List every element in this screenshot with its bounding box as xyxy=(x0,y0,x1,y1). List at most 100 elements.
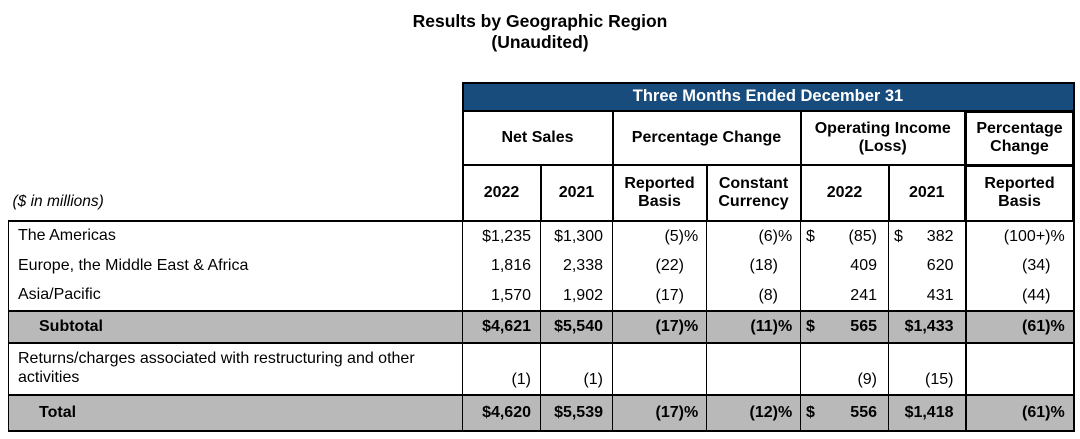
cell-value: $4,621 xyxy=(482,318,531,335)
cell-pct-reported: (22) xyxy=(612,251,707,281)
cell-ns-2021: $5,539 xyxy=(540,394,613,432)
cell-ns-2022: 1,816 xyxy=(462,251,541,281)
cell-pct-constant: (12)% xyxy=(706,394,801,432)
header-row-columns: ($ in millions) 2022 2021 Reported Basis… xyxy=(8,164,1075,222)
cell-value: 1,902 xyxy=(562,286,603,304)
cell-pct-reported-2: (100+)% xyxy=(964,221,1075,251)
percent-sign: % xyxy=(1050,227,1065,245)
cell-value: 409 xyxy=(850,257,877,274)
percent-sign: % xyxy=(684,227,699,245)
cell-pct-constant: (11)% xyxy=(706,310,801,344)
cell-value: (85) xyxy=(848,227,877,245)
row-label-text: The Americas xyxy=(18,227,116,245)
cell-value: 565 xyxy=(850,318,877,335)
group-header-percentage-change: Percentage Change xyxy=(611,110,802,166)
cell-pct-reported-2 xyxy=(964,343,1075,395)
cell-oi-2021: 431 xyxy=(888,281,966,311)
cell-value: 1,570 xyxy=(490,286,531,304)
cell-pct-reported-2: (61)% xyxy=(964,394,1075,432)
span-header: Three Months Ended December 31 xyxy=(461,82,1075,112)
cell-ns-2022: (1) xyxy=(462,343,541,395)
cell-value: $1,235 xyxy=(482,227,531,245)
row-label: Subtotal xyxy=(8,310,463,344)
header-spacer xyxy=(8,83,463,111)
page-title-line2: (Unaudited) xyxy=(491,32,589,52)
cell-value: 1,816 xyxy=(490,257,531,274)
dollar-sign: $ xyxy=(806,404,815,421)
geographic-results-table: Three Months Ended December 31 Net Sales… xyxy=(8,82,1075,432)
cell-oi-2022: (9) xyxy=(800,343,889,395)
cell-oi-2021: 620 xyxy=(888,251,966,281)
percent-sign: % xyxy=(778,318,793,335)
cell-ns-2022: $1,235 xyxy=(462,221,541,251)
cell-oi-2021: $382 xyxy=(888,221,966,251)
cell-value: (61) xyxy=(1022,404,1051,421)
row-label-text: Europe, the Middle East & Africa xyxy=(18,256,249,274)
cell-pct-reported: (17) xyxy=(612,281,707,311)
row-label: Total xyxy=(8,394,463,432)
row-label-text: Total xyxy=(39,403,77,421)
cell-value: (12) xyxy=(749,404,778,421)
dollar-sign: $ xyxy=(894,227,903,245)
cell-value: (11) xyxy=(750,318,778,335)
cell-oi-2022: $556 xyxy=(800,394,889,432)
cell-pct-reported: (17)% xyxy=(612,394,707,432)
cell-oi-2021: (15) xyxy=(888,343,966,395)
cell-value: (17) xyxy=(655,404,684,421)
cell-value: (34) xyxy=(1022,257,1051,274)
group-header-operating-income: Operating Income (Loss) xyxy=(799,110,967,166)
cell-value: $5,539 xyxy=(554,404,603,421)
cell-value: (61) xyxy=(1022,318,1051,335)
row-label-text: Asia/Pacific xyxy=(18,286,101,304)
cell-pct-reported xyxy=(612,343,707,395)
page-title: Results by Geographic Region (Unaudited) xyxy=(0,11,1080,53)
cell-ns-2022: 1,570 xyxy=(462,281,541,311)
group-header-net-sales: Net Sales xyxy=(461,110,614,166)
dollar-sign: $ xyxy=(806,318,815,335)
cell-oi-2021: $1,418 xyxy=(888,394,966,432)
col-header-ns-2021: 2021 xyxy=(539,164,614,222)
cell-oi-2022: $565 xyxy=(800,310,889,344)
group-header-percentage-change-2: Percentage Change xyxy=(964,109,1075,167)
cell-value: $5,540 xyxy=(554,318,603,335)
cell-value: (18) xyxy=(749,257,778,274)
cell-value: (100+) xyxy=(1003,227,1051,245)
percent-sign: % xyxy=(1050,318,1065,335)
col-header-constant-currency: Constant Currency xyxy=(705,164,802,222)
cell-oi-2022: 409 xyxy=(800,251,889,281)
cell-ns-2021: 1,902 xyxy=(540,281,613,311)
row-label-text: Returns/charges associated with restruct… xyxy=(18,350,415,386)
cell-value: $1,433 xyxy=(904,318,954,335)
cell-value: (17) xyxy=(655,286,684,304)
cell-pct-constant: (6)% xyxy=(706,221,801,251)
percent-sign: % xyxy=(1050,404,1065,421)
cell-value: 241 xyxy=(850,286,877,304)
cell-pct-reported-2: (34) xyxy=(964,251,1075,281)
cell-ns-2022: $4,621 xyxy=(462,310,541,344)
cell-ns-2021: $5,540 xyxy=(540,310,613,344)
col-header-oi-2022: 2022 xyxy=(799,164,890,222)
dollar-sign: $ xyxy=(806,227,815,245)
table-row-restructuring: Returns/charges associated with restruct… xyxy=(8,343,1075,395)
cell-pct-reported-2: (61)% xyxy=(964,310,1075,344)
table-row-americas: The Americas $1,235 $1,300 (5)% (6)% $ (8… xyxy=(8,221,1075,251)
table-row-emea: Europe, the Middle East & Africa 1,816 2… xyxy=(8,251,1075,281)
cell-value: (1) xyxy=(511,371,531,388)
cell-ns-2022: $4,620 xyxy=(462,394,541,432)
cell-pct-reported-2: (44) xyxy=(964,281,1075,311)
percent-sign: % xyxy=(684,318,699,335)
cell-value: 556 xyxy=(850,404,877,421)
cell-pct-constant: (8) xyxy=(706,281,801,311)
cell-ns-2021: $1,300 xyxy=(540,221,613,251)
header-spacer xyxy=(8,111,463,165)
row-label: Asia/Pacific xyxy=(8,281,463,311)
cell-ns-2021: 2,338 xyxy=(540,251,613,281)
cell-value: 431 xyxy=(926,286,954,304)
cell-value: (15) xyxy=(925,371,954,388)
cell-value: 2,338 xyxy=(562,257,603,274)
col-header-reported-basis: Reported Basis xyxy=(611,164,708,222)
col-header-ns-2022: 2022 xyxy=(461,164,542,222)
col-header-reported-basis-2: Reported Basis xyxy=(964,164,1075,222)
row-label: Returns/charges associated with restruct… xyxy=(8,343,463,395)
units-note: ($ in millions) xyxy=(8,165,463,222)
